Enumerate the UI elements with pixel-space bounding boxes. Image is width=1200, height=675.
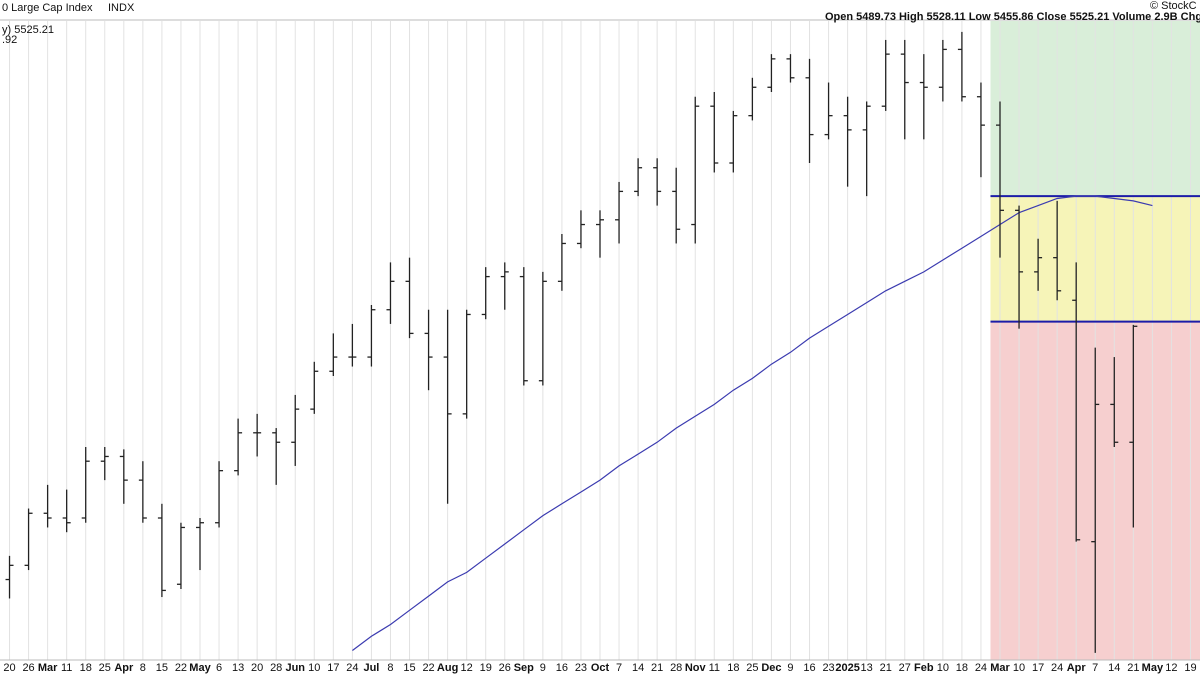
x-tick-label: 24: [1051, 662, 1063, 674]
x-tick-label: 24: [975, 662, 987, 674]
x-tick-label: 23: [822, 662, 834, 674]
x-tick-label: 13: [861, 662, 873, 674]
x-tick-label: 9: [540, 662, 546, 674]
x-tick-label: 21: [651, 662, 663, 674]
price-label: y) 5525.21: [2, 24, 54, 36]
x-tick-label: 28: [670, 662, 682, 674]
x-tick-label: 10: [308, 662, 320, 674]
x-tick-label: 7: [1092, 662, 1098, 674]
x-tick-label: 2025: [835, 662, 859, 674]
x-tick-label: 22: [175, 662, 187, 674]
x-tick-label: 7: [616, 662, 622, 674]
x-tick-label: 18: [80, 662, 92, 674]
x-tick-label: 6: [216, 662, 222, 674]
x-tick-label: 13: [232, 662, 244, 674]
x-tick-label: 8: [140, 662, 146, 674]
x-tick-label: 11: [709, 662, 720, 674]
x-tick-label: Jul: [363, 662, 379, 674]
x-tick-label: 10: [937, 662, 949, 674]
x-tick-label: 20: [251, 662, 263, 674]
x-tick-label: 17: [1032, 662, 1044, 674]
x-tick-label: May: [189, 662, 211, 674]
x-tick-label: 23: [575, 662, 587, 674]
x-tick-label: 19: [1184, 662, 1196, 674]
x-tick-label: 21: [880, 662, 892, 674]
x-tick-label: Mar: [38, 662, 58, 674]
x-tick-label: Aug: [437, 662, 458, 674]
ma-label: .92: [2, 34, 17, 46]
x-tick-label: May: [1142, 662, 1164, 674]
x-tick-label: 12: [461, 662, 473, 674]
x-tick-label: 27: [899, 662, 911, 674]
quote: Open 5489.73 High 5528.11 Low 5455.86 Cl…: [825, 11, 1200, 23]
x-tick-label: 11: [61, 662, 72, 674]
x-tick-label: 17: [327, 662, 339, 674]
x-tick-label: Oct: [591, 662, 610, 674]
x-tick-label: Mar: [990, 662, 1010, 674]
chart-subtitle: INDX: [108, 2, 135, 14]
x-tick-label: Jun: [285, 662, 305, 674]
credit: © StockC: [1150, 0, 1197, 12]
x-tick-label: 15: [403, 662, 415, 674]
x-tick-label: 24: [346, 662, 358, 674]
x-tick-label: 15: [156, 662, 168, 674]
x-tick-label: 26: [22, 662, 34, 674]
x-tick-label: 28: [270, 662, 282, 674]
x-tick-label: Feb: [914, 662, 934, 674]
x-tick-label: 9: [787, 662, 793, 674]
x-tick-label: Nov: [685, 662, 707, 674]
x-tick-label: Apr: [1067, 662, 1087, 674]
x-tick-label: 25: [746, 662, 758, 674]
x-tick-label: 14: [632, 662, 644, 674]
x-tick-label: 16: [556, 662, 568, 674]
x-tick-label: Sep: [514, 662, 534, 674]
x-tick-label: 14: [1108, 662, 1120, 674]
x-tick-label: 22: [422, 662, 434, 674]
chart-title: 0 Large Cap Index: [2, 2, 93, 14]
x-tick-label: 19: [480, 662, 492, 674]
x-tick-label: 12: [1165, 662, 1177, 674]
x-tick-label: Apr: [114, 662, 134, 674]
x-tick-label: 18: [727, 662, 739, 674]
x-tick-label: 21: [1127, 662, 1139, 674]
x-tick-label: 16: [803, 662, 815, 674]
x-tick-label: 10: [1013, 662, 1025, 674]
x-tick-label: 20: [3, 662, 15, 674]
x-tick-label: 18: [956, 662, 968, 674]
x-tick-label: 26: [499, 662, 511, 674]
x-tick-label: 8: [387, 662, 393, 674]
x-tick-label: Dec: [761, 662, 781, 674]
x-tick-label: 25: [99, 662, 111, 674]
